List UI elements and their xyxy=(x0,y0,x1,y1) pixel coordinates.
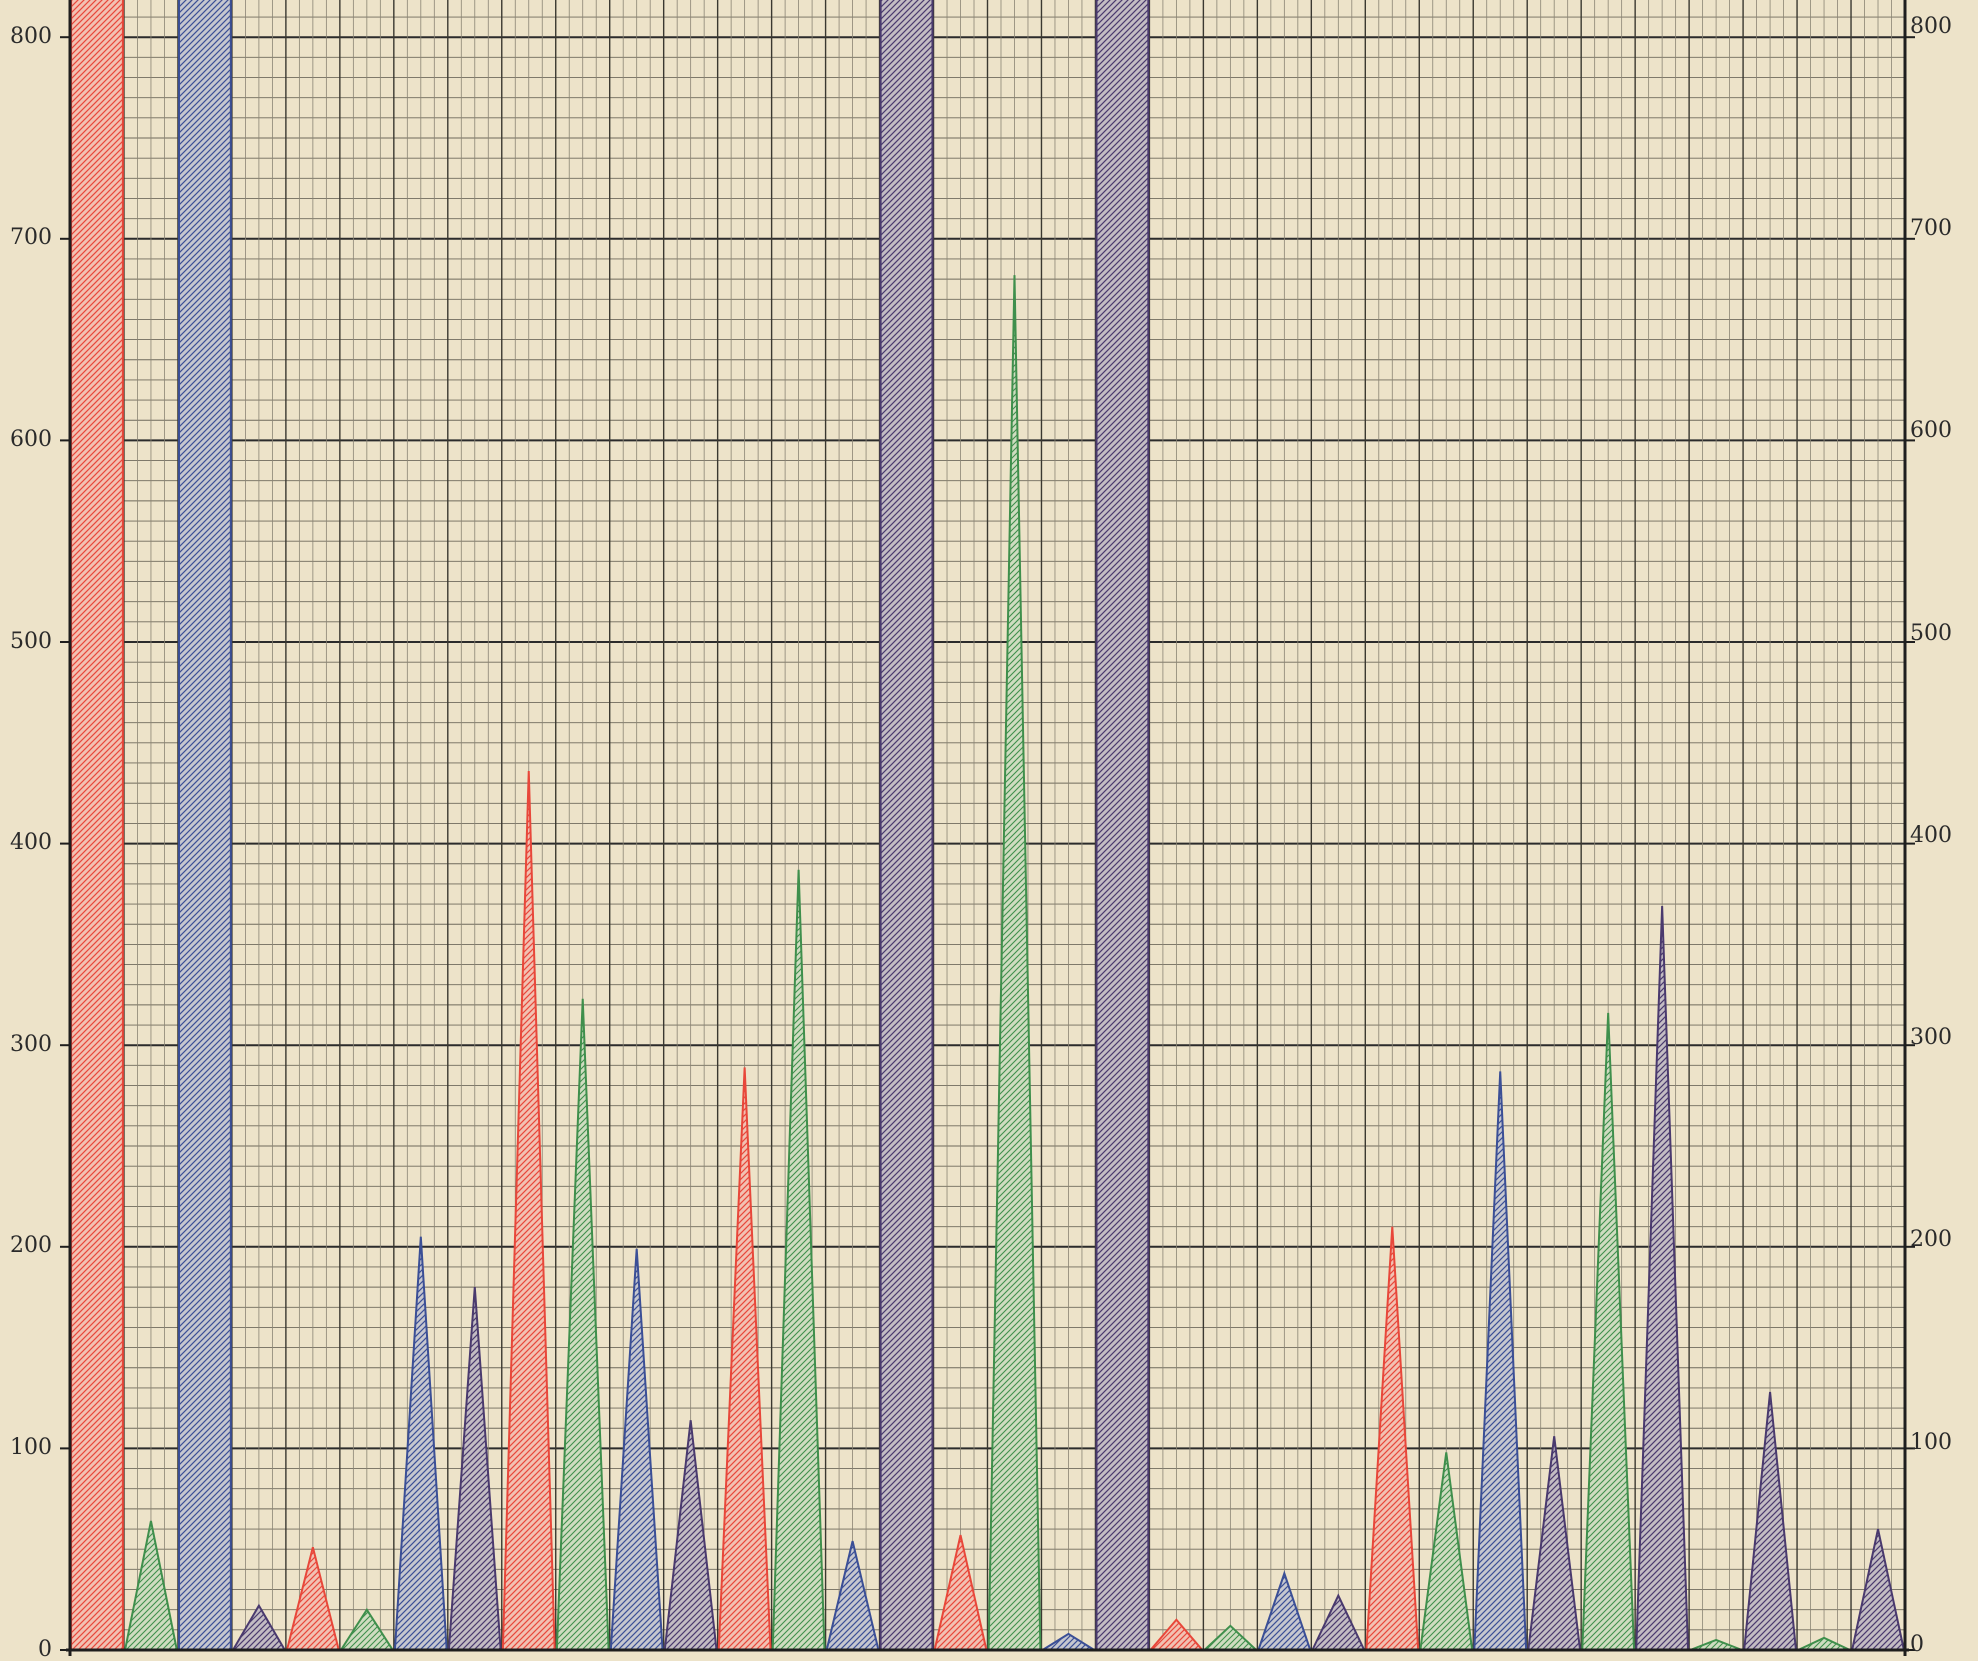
peak-green xyxy=(123,1520,179,1651)
y-tick-right: 200 xyxy=(1910,1227,1952,1252)
y-tick-right: 300 xyxy=(1910,1025,1952,1050)
peak-purple xyxy=(1635,906,1690,1651)
y-tick-right: 700 xyxy=(1910,216,1952,241)
y-tick-left: 600 xyxy=(10,427,52,452)
peak-blue xyxy=(1473,1071,1528,1651)
peak-green xyxy=(555,998,610,1651)
peak-purple xyxy=(1310,1593,1366,1651)
peak-red xyxy=(501,770,556,1651)
peak-purple xyxy=(1743,1391,1798,1651)
peak-blue xyxy=(1257,1570,1312,1651)
peak-red xyxy=(285,1546,341,1651)
peak-blue xyxy=(1039,1632,1098,1651)
peak-red xyxy=(1365,1226,1420,1651)
y-tick-left: 200 xyxy=(10,1233,52,1258)
peak-green xyxy=(1689,1638,1743,1651)
peak-blue xyxy=(825,1540,880,1651)
peak-blue xyxy=(178,0,232,1651)
y-tick-right: 100 xyxy=(1910,1430,1952,1455)
peak-blue xyxy=(609,1248,664,1651)
y-tick-left: 400 xyxy=(10,830,52,855)
peaks xyxy=(70,0,1906,1651)
peak-purple xyxy=(231,1603,287,1651)
peak-green xyxy=(987,275,1042,1651)
y-tick-left: 0 xyxy=(38,1637,52,1661)
y-tick-left: 800 xyxy=(10,24,52,49)
y-tick-left: 300 xyxy=(10,1032,52,1057)
peak-purple xyxy=(879,0,934,1651)
axes xyxy=(60,0,1915,1656)
peak-green xyxy=(1797,1636,1851,1651)
y-tick-left: 100 xyxy=(10,1435,52,1460)
y-tick-right: 0 xyxy=(1910,1632,1924,1657)
peak-purple xyxy=(663,1420,718,1651)
peak-red xyxy=(933,1534,988,1651)
y-tick-right: 500 xyxy=(1910,621,1952,646)
peak-red xyxy=(717,1067,772,1651)
peak-red xyxy=(70,0,124,1651)
y-tick-left: 700 xyxy=(10,225,52,250)
y-tick-right: 800 xyxy=(1910,14,1952,39)
peak-green xyxy=(1581,1012,1636,1651)
peak-blue xyxy=(393,1236,448,1651)
peak-purple xyxy=(1095,0,1150,1651)
y-tick-right: 600 xyxy=(1910,418,1952,443)
y-tick-right: 400 xyxy=(1910,823,1952,848)
y-tick-left: 500 xyxy=(10,629,52,654)
peak-green xyxy=(1419,1452,1474,1651)
peak-green xyxy=(771,869,826,1651)
grid xyxy=(69,0,1906,1651)
peak-red xyxy=(1148,1618,1205,1651)
